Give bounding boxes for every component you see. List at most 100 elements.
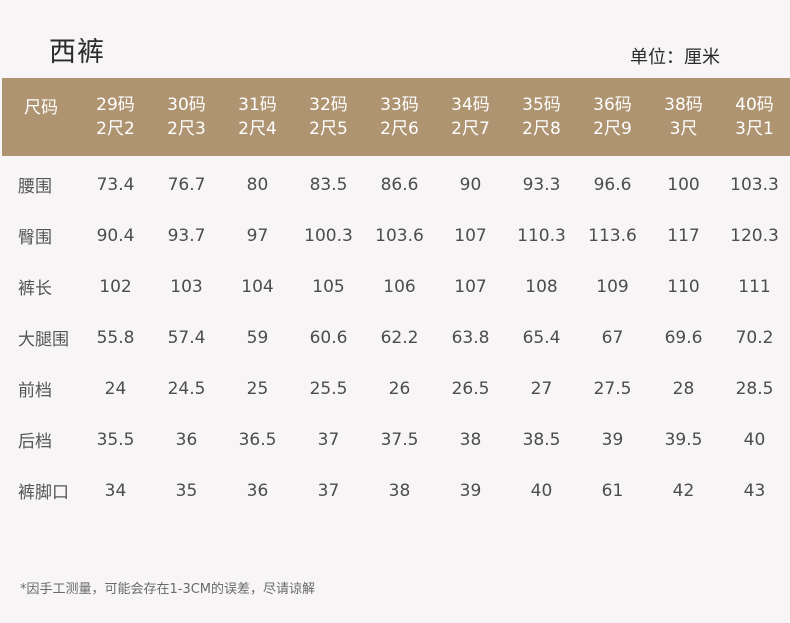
table-cell: 26	[388, 378, 411, 399]
table-row: 前档 24 24.5 25 25.5 26 26.5 27 27.5 28 28…	[2, 363, 790, 414]
table-cell: 80	[246, 174, 269, 195]
table-cell: 28.5	[735, 378, 774, 399]
table-row: 裤脚口 34 35 36 37 38 39 40 61 42 43	[2, 465, 790, 516]
table-cell: 55.8	[96, 327, 135, 348]
table-cell: 36	[246, 480, 269, 501]
table-row: 裤长 102 103 104 105 106 107 108 109 110 1…	[2, 261, 790, 312]
header-size: 40码 3尺1	[735, 95, 774, 139]
table-row: 后档 35.5 36 36.5 37 37.5 38 38.5 39 39.5 …	[2, 414, 790, 465]
table-cell: 97	[246, 225, 269, 246]
table-cell: 61	[601, 480, 624, 501]
table-cell: 38	[459, 429, 482, 450]
table-cell: 62.2	[380, 327, 419, 348]
table-cell: 38.5	[522, 429, 561, 450]
table-cell: 34	[104, 480, 127, 501]
table-cell: 105	[312, 276, 345, 297]
header-size: 29码 2尺2	[96, 95, 135, 139]
table-cell: 108	[525, 276, 558, 297]
table-cell: 28	[672, 378, 695, 399]
table-cell: 120.3	[730, 225, 779, 246]
table-cell: 35	[175, 480, 198, 501]
table-cell: 103.6	[375, 225, 424, 246]
table-row: 臀围 90.4 93.7 97 100.3 103.6 107 110.3 11…	[2, 210, 790, 261]
table-cell: 25.5	[309, 378, 348, 399]
table-cell: 90.4	[96, 225, 135, 246]
table-cell: 110	[667, 276, 700, 297]
table-cell: 93.7	[167, 225, 206, 246]
table-cell: 100.3	[304, 225, 353, 246]
table-body: 腰围 73.4 76.7 80 83.5 86.6 90 93.3 96.6 1…	[2, 156, 790, 516]
row-label: 大腿围	[18, 330, 69, 350]
table-cell: 103.3	[730, 174, 779, 195]
table-cell: 26.5	[451, 378, 490, 399]
table-cell: 37	[317, 429, 340, 450]
table-cell: 76.7	[167, 174, 206, 195]
table-cell: 102	[99, 276, 132, 297]
table-cell: 67	[601, 327, 624, 348]
unit-label: 单位：厘米	[630, 47, 720, 68]
table-cell: 27.5	[593, 378, 632, 399]
table-cell: 43	[743, 480, 766, 501]
header-size: 38码 3尺	[664, 95, 703, 139]
table-cell: 35.5	[96, 429, 135, 450]
table-cell: 24	[104, 378, 127, 399]
table-cell: 60.6	[309, 327, 348, 348]
table-cell: 69.6	[664, 327, 703, 348]
table-cell: 38	[388, 480, 411, 501]
header-size: 33码 2尺6	[380, 95, 419, 139]
table-cell: 37.5	[380, 429, 419, 450]
table-cell: 106	[383, 276, 416, 297]
header-size: 32码 2尺5	[309, 95, 348, 139]
table-cell: 109	[596, 276, 629, 297]
table-cell: 107	[454, 225, 487, 246]
header-size-label: 尺码	[24, 98, 58, 118]
table-cell: 83.5	[309, 174, 348, 195]
table-cell: 39	[459, 480, 482, 501]
table-cell: 100	[667, 174, 700, 195]
table-cell: 40	[743, 429, 766, 450]
header-size: 36码 2尺9	[593, 95, 632, 139]
table-cell: 36.5	[238, 429, 277, 450]
row-label: 腰围	[18, 177, 52, 197]
table-cell: 96.6	[593, 174, 632, 195]
table-cell: 103	[170, 276, 203, 297]
table-row: 腰围 73.4 76.7 80 83.5 86.6 90 93.3 96.6 1…	[2, 159, 790, 210]
table-cell: 36	[175, 429, 198, 450]
row-label: 裤脚口	[18, 483, 69, 503]
header-size: 34码 2尺7	[451, 95, 490, 139]
table-cell: 117	[667, 225, 700, 246]
table-cell: 73.4	[96, 174, 135, 195]
table-cell: 39.5	[664, 429, 703, 450]
table-cell: 57.4	[167, 327, 206, 348]
table-cell: 110.3	[517, 225, 566, 246]
table-cell: 104	[241, 276, 274, 297]
row-label: 臀围	[18, 228, 52, 248]
table-cell: 37	[317, 480, 340, 501]
page-title: 西裤	[49, 37, 105, 68]
table-cell: 65.4	[522, 327, 561, 348]
table-cell: 24.5	[167, 378, 206, 399]
table-row: 大腿围 55.8 57.4 59 60.6 62.2 63.8 65.4 67 …	[2, 312, 790, 363]
table-header: 尺码 29码 2尺2 30码 2尺3 31码 2尺4 32码 2尺5 33码 2尺6 34…	[2, 78, 790, 156]
row-label: 后档	[18, 432, 52, 452]
row-label: 前档	[18, 381, 52, 401]
table-cell: 93.3	[522, 174, 561, 195]
table-cell: 86.6	[380, 174, 419, 195]
table-cell: 40	[530, 480, 553, 501]
header-size: 30码 2尺3	[167, 95, 206, 139]
table-cell: 59	[246, 327, 269, 348]
table-cell: 111	[738, 276, 771, 297]
header-size: 31码 2尺4	[238, 95, 277, 139]
table-cell: 113.6	[588, 225, 637, 246]
table-cell: 70.2	[735, 327, 774, 348]
measurement-note: *因手工测量，可能会存在1-3CM的误差，尽请谅解	[20, 582, 316, 597]
table-cell: 107	[454, 276, 487, 297]
row-label: 裤长	[18, 279, 52, 299]
header-size: 35码 2尺8	[522, 95, 561, 139]
table-cell: 90	[459, 174, 482, 195]
table-cell: 42	[672, 480, 695, 501]
table-cell: 63.8	[451, 327, 490, 348]
size-table: 尺码 29码 2尺2 30码 2尺3 31码 2尺4 32码 2尺5 33码 2尺6 34…	[2, 78, 790, 516]
table-cell: 39	[601, 429, 624, 450]
table-cell: 27	[530, 378, 553, 399]
